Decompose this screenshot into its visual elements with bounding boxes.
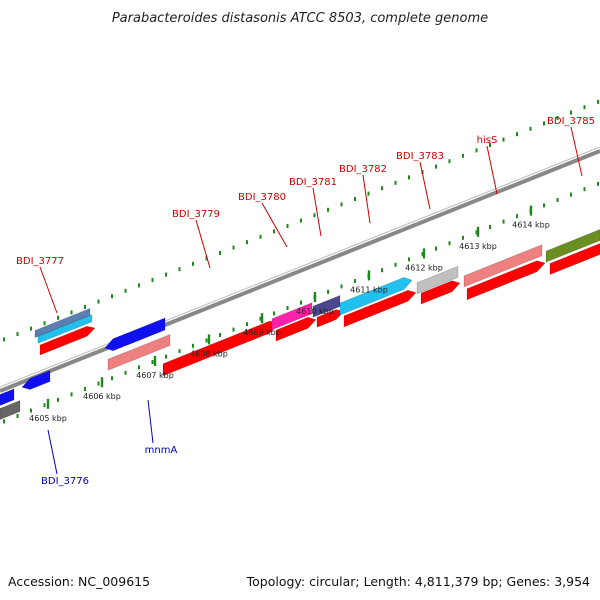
gene-label-leader [570,126,583,177]
tick-label: 4610 kbp [296,307,334,316]
gene-bdi3780[interactable] [271,302,313,331]
gene-label-leader [47,429,58,475]
tick-label: 4607 kbp [136,371,174,380]
genome-backbone-highlight [0,146,600,388]
tick-label: 4606 kbp [83,392,121,401]
cds-bdi3780[interactable] [275,316,317,342]
gene-labels: 4605 kbp 4606 kbp 4607 kbp 4608 kbp 4609 kbp… [16,116,595,487]
gene-label-leader [147,399,154,444]
gene-label-leader [362,174,371,224]
cds-hiss[interactable] [466,260,546,301]
gene-gray-edge[interactable] [0,400,21,420]
gene-label-reverse[interactable]: mnmA [145,445,178,456]
gene-label-leader [486,145,498,195]
gene-bdi3783[interactable] [416,265,459,295]
tick-label: 4613 kbp [459,242,497,251]
tick-label: 4612 kbp [405,263,443,272]
cds-bdi3785[interactable] [549,243,600,275]
gene-label-leader [419,161,431,210]
gene-bdi3777-cyan[interactable] [37,314,93,344]
tick-label: 4608 kbp [190,349,228,358]
gene-bdi3785[interactable] [545,229,600,263]
cds-bdi3782[interactable] [343,289,417,328]
cds-bdi3783[interactable] [420,280,461,305]
tick-label: 4614 kbp [512,221,550,230]
gene-mnma-salmon[interactable] [107,334,171,371]
tick-label: 4611 kbp [350,285,388,294]
gene-tracks [0,146,600,420]
gene-label-forward[interactable]: BDI_3781 [289,177,337,188]
gene-label-forward[interactable]: BDI_3785 [547,116,595,127]
gene-blue-edge[interactable] [0,388,15,406]
gene-bdi3777-steel[interactable] [34,308,91,338]
gene-label-forward[interactable]: BDI_3782 [339,164,387,175]
gene-label-leader [312,187,322,237]
gene-blue-small[interactable] [21,370,51,390]
gene-label-forward[interactable]: hisS [477,135,498,146]
genome-backbone [0,149,600,393]
gene-label-forward[interactable]: BDI_3783 [396,151,444,162]
genome-summary-text: Topology: circular; Length: 4,811,379 bp… [246,574,590,589]
accession-text: Accession: NC_009615 [8,574,150,589]
tick-label: 4609 kbp [243,328,281,337]
gene-label-forward[interactable]: BDI_3779 [172,209,220,220]
gene-label-forward[interactable]: BDI_3777 [16,256,64,267]
gene-bdi3782[interactable] [339,277,413,316]
gene-mnma[interactable] [104,317,166,352]
gene-label-leader [195,219,211,269]
tick-label: 4605 kbp [29,414,67,423]
cds-bdi3777[interactable] [39,325,96,356]
map-title: Parabacteroides distasonis ATCC 8503, co… [112,11,488,26]
gene-label-reverse[interactable]: BDI_3776 [41,476,89,487]
gene-label-forward[interactable]: BDI_3780 [238,192,286,203]
gene-label-leader [39,266,58,314]
gene-label-leader [261,202,288,248]
gene-hiss[interactable] [463,244,543,288]
cds-bdi3781[interactable] [316,309,345,328]
